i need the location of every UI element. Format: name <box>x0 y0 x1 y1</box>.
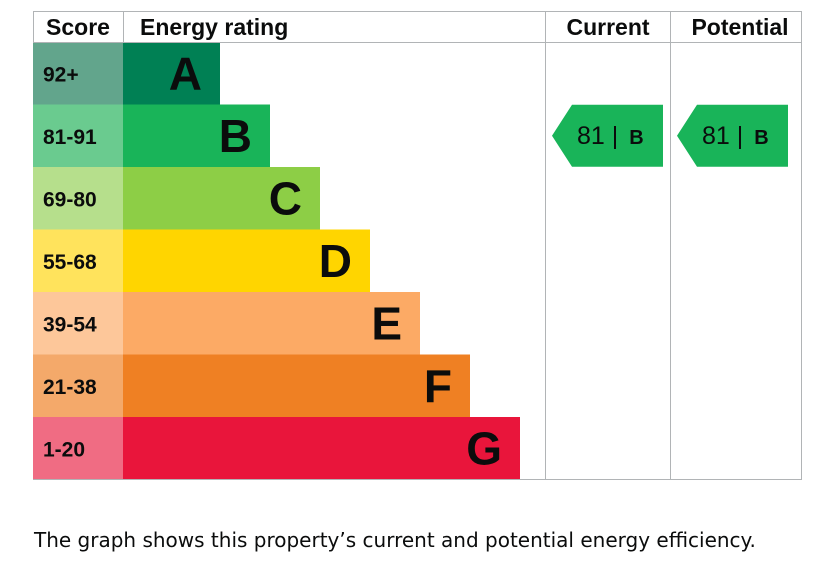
score-label-f: 21-38 <box>43 376 97 399</box>
band-letter-e: E <box>371 297 402 349</box>
band-bar-c <box>123 167 320 230</box>
potential-rating-arrow <box>677 104 788 167</box>
score-label-b: 81-91 <box>43 126 97 149</box>
rating-header: Energy rating <box>140 14 288 40</box>
current-header: Current <box>566 14 649 40</box>
band-letter-d: D <box>319 235 352 287</box>
chart-grid <box>33 11 802 480</box>
potential-rating-label: 81 | B <box>702 122 769 150</box>
band-letter-f: F <box>424 360 452 412</box>
rating-indicators: 81 | B 81 | B <box>552 104 788 167</box>
band-letter-g: G <box>466 422 502 474</box>
chart-caption: The graph shows this property’s current … <box>34 528 756 552</box>
score-cell-b <box>33 104 123 167</box>
epc-chart: 92+ A81-91 B69-80 C55-68 D39-54 E21-38 F1-20 G … <box>33 11 802 480</box>
score-label-g: 1-20 <box>43 438 85 461</box>
column-headers: Score Energy rating Current Potential <box>46 14 789 40</box>
potential-rating-value: 81 | <box>702 122 750 150</box>
band-letter-c: C <box>269 172 302 224</box>
score-label-d: 55-68 <box>43 251 97 274</box>
score-cell-a <box>33 42 123 105</box>
band-letter-a: A <box>169 47 202 99</box>
band-bar-d <box>123 229 370 292</box>
score-header: Score <box>46 14 110 40</box>
score-cell-d <box>33 229 123 292</box>
band-bar-e <box>123 292 420 355</box>
rating-bands: 92+ A 81-91 B 69-80 C 55-68 D 39-54 E 21-38 F 1-20 G <box>33 42 520 480</box>
band-bar-a <box>123 42 220 105</box>
current-rating-arrow <box>552 104 663 167</box>
score-cell-f <box>33 354 123 417</box>
score-cell-g <box>33 417 123 480</box>
potential-header: Potential <box>691 14 788 40</box>
band-bar-g <box>123 417 520 480</box>
current-rating-value: 81 | <box>577 122 625 150</box>
score-cell-c <box>33 167 123 230</box>
band-letter-b: B <box>219 110 252 162</box>
score-label-e: 39-54 <box>43 313 97 336</box>
score-label-c: 69-80 <box>43 188 97 211</box>
score-label-a: 92+ <box>43 63 79 86</box>
score-cell-e <box>33 292 123 355</box>
current-rating-letter: B <box>629 127 643 149</box>
current-rating-label: 81 | B <box>577 122 644 150</box>
potential-rating-letter: B <box>754 127 768 149</box>
band-bar-b <box>123 104 270 167</box>
band-bar-f <box>123 354 470 417</box>
